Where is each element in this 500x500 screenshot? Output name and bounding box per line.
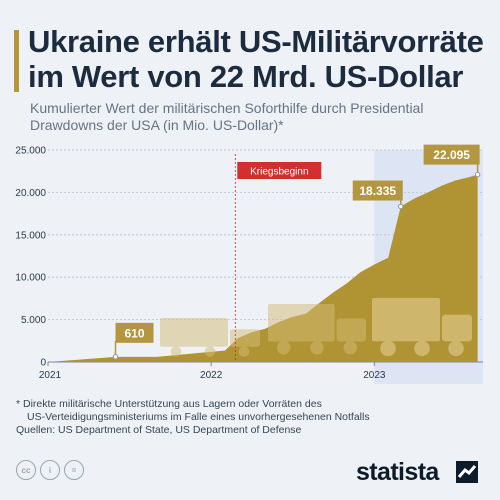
truck-illustration bbox=[160, 318, 260, 357]
truck-illustration bbox=[372, 298, 472, 357]
area-chart: 25.000 20.000 15.000 10.000 5.000 0 Kriegsbegi… bbox=[0, 130, 500, 390]
y-tick-label: 0 bbox=[40, 358, 46, 369]
footnote-line-2: US-Verteidigungsministeriums im Falle ei… bbox=[27, 411, 370, 423]
annotation-610-box bbox=[115, 322, 154, 343]
annotation-18335-point bbox=[398, 203, 404, 210]
footnote-sources: Quellen: US Department of State, US Depa… bbox=[16, 424, 302, 436]
page-title: Ukraine erhält US-Militärvorräte im Wert… bbox=[28, 24, 484, 94]
footnote: * Direkte militärische Unterstützung aus… bbox=[16, 398, 486, 437]
annotation-22095-label: 22.095 bbox=[433, 148, 470, 162]
page-subtitle: Kumulierter Wert der militärischen Sofor… bbox=[30, 100, 424, 133]
attribution-icon[interactable]: i bbox=[40, 460, 60, 480]
y-tick-label: 15.000 bbox=[15, 230, 46, 241]
no-derivatives-icon[interactable]: = bbox=[64, 460, 84, 480]
annotation-22095-box bbox=[423, 144, 480, 165]
annotation-18335-box bbox=[352, 180, 403, 201]
annotation-18335-label: 18.335 bbox=[359, 184, 396, 198]
x-tick-label: 2021 bbox=[39, 370, 62, 381]
footnote-line-1: * Direkte militärische Unterstützung aus… bbox=[16, 398, 322, 410]
event-label: Kriegsbeginn bbox=[250, 167, 308, 178]
y-tick-label: 5.000 bbox=[21, 315, 46, 326]
statista-logo-icon[interactable] bbox=[456, 461, 478, 483]
event-label-box bbox=[237, 162, 322, 179]
truck-illustration bbox=[268, 304, 366, 355]
x-tick-label: 2022 bbox=[200, 370, 223, 381]
creative-commons-icon[interactable]: cc bbox=[16, 460, 36, 480]
annotation-22095-point bbox=[474, 171, 481, 178]
cumulative-value-area bbox=[48, 174, 478, 362]
chart-canvas: 25.000 20.000 15.000 10.000 5.000 0 Kriegsbegi… bbox=[15, 144, 483, 384]
y-tick-label: 25.000 bbox=[15, 146, 46, 157]
title-accent-bar bbox=[14, 30, 19, 92]
x-tick-label: 2023 bbox=[363, 370, 386, 381]
annotation-610-label: 610 bbox=[124, 326, 144, 340]
y-tick-label: 10.000 bbox=[15, 273, 46, 284]
y-tick-label: 20.000 bbox=[15, 188, 46, 199]
license-icons: cc i = bbox=[16, 460, 84, 480]
annotation-610-point bbox=[112, 354, 119, 360]
statista-logo-text[interactable]: statista bbox=[356, 458, 439, 486]
